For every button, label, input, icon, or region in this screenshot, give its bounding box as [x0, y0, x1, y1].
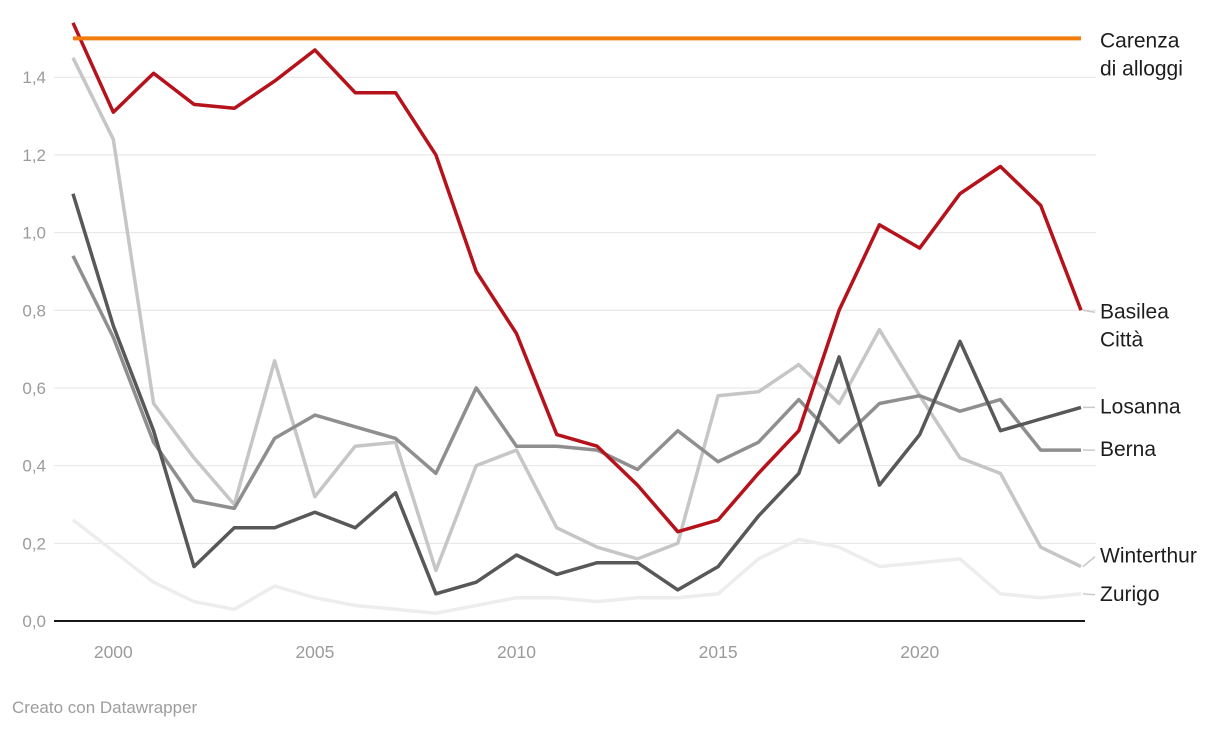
- y-tick-label: 1,0: [22, 224, 46, 243]
- y-tick-label: 0,6: [22, 379, 46, 398]
- series-line-basilea-città: [71, 22, 1083, 534]
- gridlines: [54, 76, 1096, 544]
- label-connector: [1082, 556, 1096, 568]
- x-tick-label: 2020: [900, 642, 939, 662]
- series-line-losanna: [71, 193, 1082, 596]
- label-connector: [1082, 309, 1096, 313]
- y-tick-label: 0,2: [22, 534, 46, 553]
- y-tick-label: 0,8: [22, 301, 46, 320]
- x-tick-label: 2015: [699, 642, 738, 662]
- footer-credit: Creato con Datawrapper: [12, 698, 198, 717]
- label-connector: [1082, 593, 1096, 596]
- y-axis-tick-labels: 0,0 0,2 0,4 0,6 0,8 1,0 1,2 1,4: [22, 68, 46, 631]
- series-label-basilea-città: Basilea: [1100, 300, 1169, 323]
- x-tick-label: 2005: [295, 642, 334, 662]
- series-label-berna: Berna: [1100, 438, 1156, 461]
- x-axis-tick-labels: 2000 2005 2010 2015 2020: [94, 642, 940, 662]
- series-line-berna: [71, 255, 1081, 511]
- y-tick-label: 0,0: [22, 612, 46, 631]
- series-label-losanna: Losanna: [1100, 395, 1181, 418]
- x-tick-label: 2010: [497, 642, 536, 662]
- series-label-basilea-città: Città: [1100, 328, 1144, 351]
- series-label-zurigo: Zurigo: [1100, 583, 1160, 606]
- y-tick-label: 0,4: [22, 457, 46, 476]
- series-label-winterthur: Winterthur: [1100, 545, 1197, 568]
- series-label-carenza-di-alloggi: di alloggi: [1100, 57, 1183, 80]
- series-label-carenza-di-alloggi: Carenza: [1100, 29, 1180, 52]
- x-tick-label: 2000: [94, 642, 133, 662]
- series-line-zurigo: [71, 518, 1082, 615]
- y-tick-label: 1,2: [22, 146, 46, 165]
- y-tick-label: 1,4: [22, 68, 46, 87]
- series-lines: [71, 22, 1083, 615]
- series-line-winterthur: [71, 57, 1082, 573]
- series-labels: Carenza di alloggi Basilea Città Losanna Bern…: [1082, 29, 1197, 606]
